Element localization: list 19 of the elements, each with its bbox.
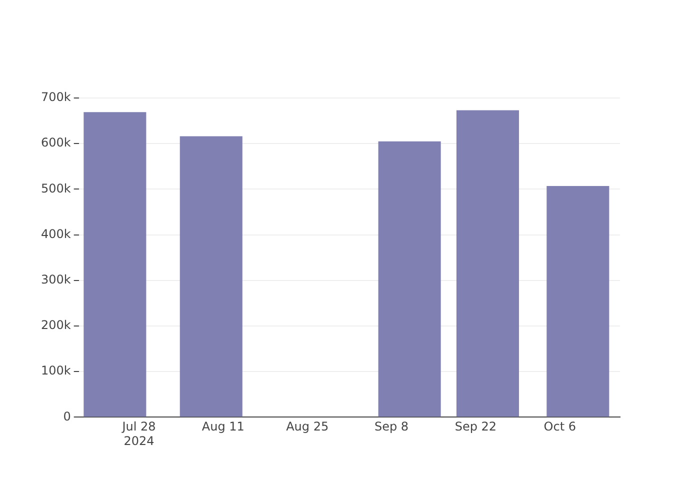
bar <box>456 110 519 417</box>
x-tick-label: Oct 6 <box>544 420 576 434</box>
y-tick-label: 700k <box>40 90 71 104</box>
x-tick-label: Sep 22 <box>454 420 497 434</box>
x-tick-label: Aug 25 <box>286 420 329 434</box>
bar <box>84 112 146 417</box>
x-tick-label: Jul 28 2024 <box>121 420 156 448</box>
bar <box>180 136 242 417</box>
y-tick-label: 200k <box>40 318 71 332</box>
bar <box>546 186 610 417</box>
x-tick-label: Sep 8 <box>374 420 409 434</box>
y-tick-label: 400k <box>40 226 71 241</box>
y-tick-label: 600k <box>40 136 71 150</box>
y-tick-label: 500k <box>40 181 71 196</box>
y-tick-label: 0 <box>63 409 71 424</box>
y-tick-label: 100k <box>40 364 71 378</box>
y-tick-label: 300k <box>40 272 71 287</box>
bar <box>378 141 441 417</box>
x-tick-label: Aug 11 <box>202 420 244 434</box>
